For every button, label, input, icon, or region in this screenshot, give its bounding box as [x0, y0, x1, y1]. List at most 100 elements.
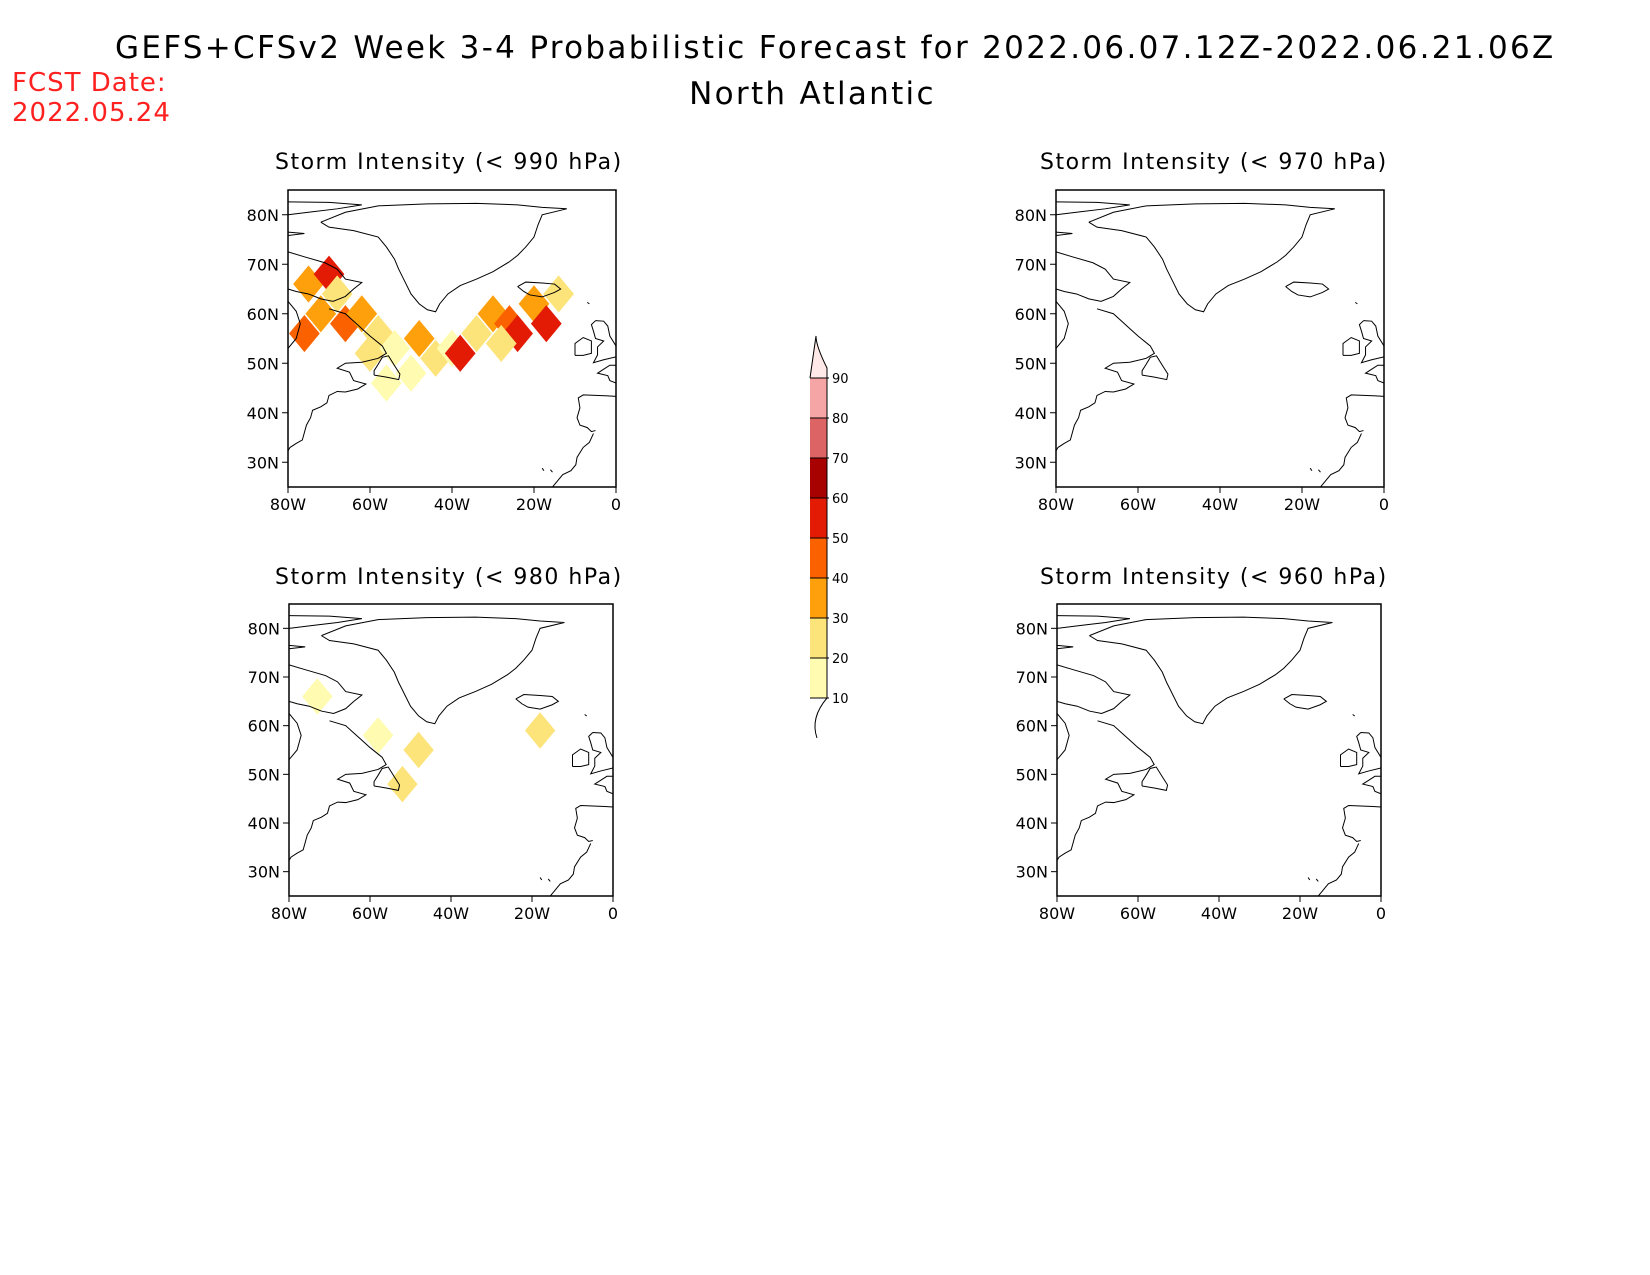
lat-tick-label: 50N	[247, 354, 279, 373]
coastline	[1141, 766, 1169, 791]
lon-tick-label: 20W	[1284, 495, 1320, 514]
lat-tick-label: 40N	[248, 814, 280, 833]
colorbar-segment	[810, 498, 827, 538]
probability-cell	[289, 314, 320, 353]
lat-tick-label: 80N	[1016, 619, 1048, 638]
lat-tick-label: 50N	[248, 765, 280, 784]
coastline	[1341, 804, 1381, 843]
lon-tick-label: 40W	[1202, 495, 1238, 514]
coastline	[1057, 713, 1070, 761]
lat-tick-label: 70N	[248, 668, 280, 687]
panel-title-960: Storm Intensity (< 960 hPa)	[1040, 565, 1388, 590]
lat-tick-label: 30N	[1015, 453, 1047, 472]
map-panel-p990: 80W 60W 40W 20W 0 30N 40N 50N 60N 70N 80N	[247, 189, 621, 514]
coastline	[547, 878, 551, 882]
coastline	[1340, 748, 1358, 768]
coastline	[1141, 355, 1169, 381]
coastline-layer	[288, 201, 616, 487]
shading-layer	[289, 255, 574, 402]
coastline	[517, 281, 562, 298]
coastline	[593, 775, 613, 795]
probability-cell	[346, 295, 378, 333]
lon-tick-label: 0	[1379, 495, 1389, 514]
probability-cell	[387, 765, 418, 803]
colorbar-bottom-tip	[810, 697, 829, 739]
coastline	[1364, 364, 1384, 384]
probability-cell	[461, 314, 492, 353]
coastline-layer	[1057, 615, 1381, 896]
coastline	[1319, 433, 1362, 487]
coastline	[572, 748, 590, 768]
colorbar-segment	[810, 658, 827, 698]
coastline	[573, 804, 613, 843]
coastline	[1355, 301, 1358, 305]
lon-tick-label: 0	[1376, 904, 1386, 923]
coastline	[1057, 615, 1130, 629]
probability-cell	[379, 329, 410, 367]
coastline	[289, 720, 387, 861]
coastline	[587, 301, 590, 305]
coastline	[1088, 202, 1335, 313]
coastline	[1056, 308, 1156, 452]
probability-cell	[485, 324, 517, 363]
colorbar-segment	[810, 378, 827, 418]
lat-tick-label: 30N	[247, 453, 279, 472]
probability-cell	[362, 717, 394, 754]
colorbar-level-label: 30	[832, 612, 849, 627]
coastline	[1309, 467, 1313, 471]
coastline	[1358, 320, 1384, 364]
probability-cell	[321, 275, 353, 313]
lon-tick-label: 80W	[1039, 904, 1075, 923]
lon-tick-label: 60W	[352, 904, 388, 923]
lon-tick-label: 0	[611, 495, 621, 514]
lon-tick-label: 60W	[1120, 495, 1156, 514]
coastline	[590, 320, 616, 364]
coastline	[539, 877, 543, 881]
coastline	[1056, 301, 1069, 349]
lon-tick-label: 60W	[1120, 904, 1156, 923]
colorbar-level-label: 90	[832, 372, 849, 387]
lon-tick-label: 80W	[270, 495, 306, 514]
coastline	[515, 694, 560, 710]
coastline	[584, 714, 587, 717]
lon-tick-label: 80W	[1038, 495, 1074, 514]
lon-tick-label: 0	[608, 904, 618, 923]
lat-tick-label: 60N	[248, 717, 280, 736]
map-frame	[1056, 603, 1382, 897]
region-subtitle: North Atlantic	[689, 76, 936, 112]
map-frame	[288, 603, 614, 897]
colorbar-segment	[810, 538, 827, 578]
coastline	[288, 301, 301, 349]
coastline	[576, 394, 616, 433]
lat-tick-label: 50N	[1015, 354, 1047, 373]
coastline-layer	[1056, 201, 1384, 487]
colorbar-level-label: 50	[832, 532, 849, 547]
lat-tick-label: 50N	[1016, 765, 1048, 784]
lat-tick-label: 80N	[247, 206, 279, 225]
coastline	[288, 308, 388, 452]
map-panel-p960: 80W 60W 40W 20W 0 30N 40N 50N 60N 70N 80N	[1016, 603, 1386, 923]
probability-cell	[530, 305, 562, 343]
lat-tick-label: 40N	[1016, 814, 1048, 833]
lon-tick-label: 60W	[352, 495, 388, 514]
coastline-layer	[289, 615, 613, 896]
panel-title-970: Storm Intensity (< 970 hPa)	[1040, 150, 1388, 175]
map-panel-p970: 80W 60W 40W 20W 0 30N 40N 50N 60N 70N 80N	[1015, 189, 1389, 514]
coastline	[1352, 714, 1355, 717]
lat-tick-label: 70N	[1016, 668, 1048, 687]
coastline	[1056, 251, 1131, 302]
lon-tick-label: 40W	[434, 495, 470, 514]
coastline	[549, 843, 592, 896]
forecast-date-label: FCST Date:	[12, 68, 167, 98]
probability-cell	[403, 731, 434, 769]
coastline	[1318, 469, 1321, 473]
coastline	[289, 713, 302, 761]
colorbar-segment	[810, 578, 827, 618]
coastline	[289, 644, 306, 650]
colorbar-level-label: 80	[832, 412, 849, 427]
coastline	[541, 467, 545, 471]
lat-tick-label: 40N	[1015, 404, 1047, 423]
coastline	[1361, 775, 1381, 795]
colorbar-level-label: 10	[832, 692, 849, 707]
